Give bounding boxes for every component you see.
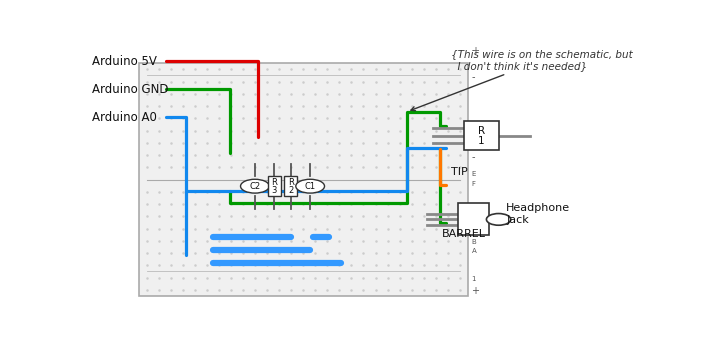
Text: Arduino GND: Arduino GND	[92, 83, 168, 96]
Circle shape	[296, 179, 324, 193]
Text: -: -	[471, 152, 475, 162]
Text: F: F	[471, 180, 476, 187]
Bar	[284, 176, 297, 196]
Text: R
2: R 2	[288, 178, 294, 195]
Text: -: -	[471, 72, 475, 82]
Text: Arduino 5V: Arduino 5V	[92, 55, 157, 68]
Bar	[139, 63, 468, 296]
Text: B: B	[471, 239, 476, 245]
Text: Arduino A0: Arduino A0	[92, 111, 157, 124]
Text: BARREL: BARREL	[441, 229, 486, 239]
Text: 1: 1	[471, 276, 476, 282]
Text: E: E	[471, 171, 476, 177]
Bar	[458, 204, 488, 235]
Text: {This wire is on the schematic, but
  I don't think it's needed}: {This wire is on the schematic, but I do…	[411, 49, 633, 111]
Text: +: +	[471, 286, 480, 296]
Circle shape	[240, 179, 270, 193]
Text: Headphone
Jack: Headphone Jack	[506, 203, 570, 225]
Circle shape	[486, 214, 511, 225]
Text: C2: C2	[250, 182, 260, 191]
Bar	[267, 176, 281, 196]
Bar	[463, 121, 499, 150]
Text: R
1: R 1	[478, 126, 485, 146]
Text: E: E	[471, 208, 476, 214]
Text: +: +	[471, 46, 480, 56]
Text: C1: C1	[304, 182, 316, 191]
Text: A: A	[471, 248, 476, 254]
Text: R
3: R 3	[272, 178, 277, 195]
Text: TIP: TIP	[451, 167, 468, 177]
